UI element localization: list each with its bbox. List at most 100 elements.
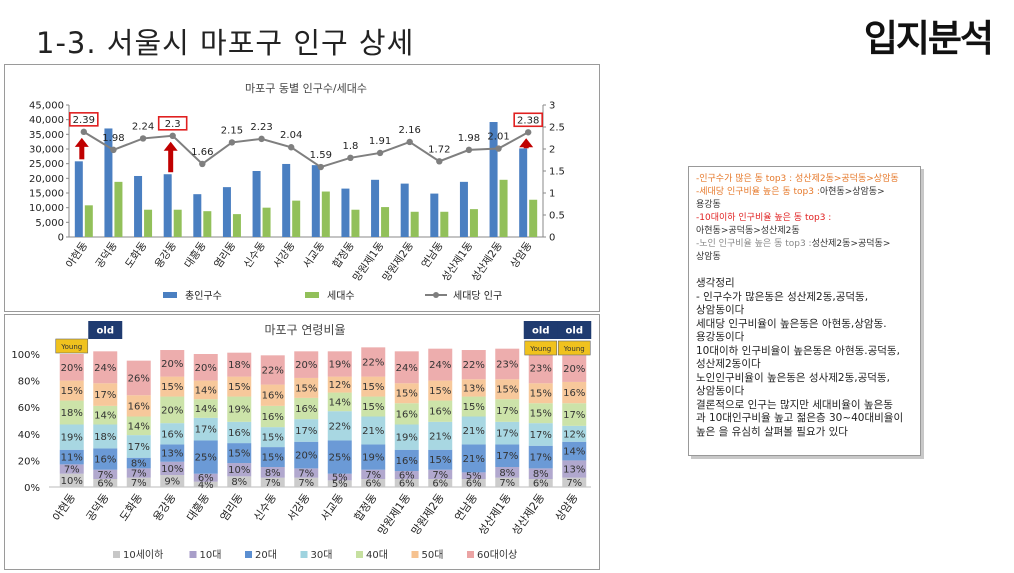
chart2-y-tick-label: 20% (18, 456, 40, 467)
chart2-segment-label: 7% (499, 478, 515, 489)
chart2-segment-label: 10% (228, 465, 250, 476)
young-badge-label: Young (563, 345, 585, 353)
chart2-segment-label: 16% (228, 428, 250, 439)
chart1-left-tick-label: 5,000 (35, 218, 64, 229)
chart2-segment-label: 15% (396, 389, 418, 400)
old-badge-label: old (566, 326, 583, 337)
chart2-segment-label: 10% (161, 464, 183, 475)
old-badge (523, 321, 558, 339)
chart2-segment (260, 384, 285, 406)
chart1-bar-population (400, 183, 409, 237)
chart1-left-tick-label: 25,000 (29, 159, 64, 170)
note-top3-population: -인구수가 많은 동 top3 : 성산제2동>공덕동>상암동 (696, 174, 899, 184)
chart2-category-label: 서교동 (318, 491, 346, 523)
chart1-point (406, 138, 413, 146)
chart2-segment-label: 19% (329, 359, 351, 370)
chart2-segment-label: 13% (161, 449, 183, 460)
chart1-category-label: 상암동 (508, 240, 535, 271)
chart2-segment-label: 15% (161, 382, 183, 393)
chart2-segment-label: 8% (533, 469, 549, 480)
chart2-segment (428, 469, 453, 480)
chart2-segment-label: 15% (262, 453, 284, 464)
chart2-segment-label: 11% (61, 453, 83, 464)
chart2-segment-label: 6% (399, 479, 415, 490)
chart2-segment-label: 20% (195, 363, 217, 374)
note-top3-old-label: -노인 인구비율 높은 동 top3 : (696, 239, 812, 249)
chart2-segment (59, 380, 84, 401)
chart2-segment (394, 403, 419, 425)
brand-title: 입지분석 (863, 17, 994, 60)
chart2-segment (160, 396, 185, 424)
chart2-segment-label: 15% (362, 402, 384, 413)
chart2-segment (461, 416, 486, 445)
chart1-category-label: 용강동 (153, 240, 180, 271)
chart2-segment-label: 19% (61, 433, 83, 444)
chart2-segment-label: 17% (563, 410, 585, 421)
chart2-segment (93, 351, 118, 384)
summary-line: 상암동이다 (696, 385, 745, 397)
chart1-category-label: 서교동 (301, 240, 328, 271)
chart2-segment-label: 8% (231, 477, 247, 488)
chart1-bar-population (341, 188, 350, 237)
chart2-segment-label: 8% (265, 468, 281, 479)
chart2-segment-label: 15% (61, 386, 83, 397)
chart2-segment (193, 473, 218, 482)
chart2-segment (428, 449, 453, 470)
chart2-legend-swatch (411, 551, 419, 558)
chart1-bar-household (499, 179, 508, 237)
chart2-segment-label: 22% (463, 360, 485, 371)
chart1-bar-household (114, 181, 123, 237)
chart2-segment-label: 15% (530, 409, 552, 420)
chart2-segment-label: 6% (466, 479, 482, 490)
chart2-segment (160, 423, 185, 445)
chart1-bar-population (74, 161, 83, 237)
chart2-segment (495, 477, 520, 487)
chart2-segment (327, 351, 352, 377)
chart2-segment (193, 417, 218, 441)
chart1-data-label: 1.91 (369, 136, 391, 147)
chart2-category-label: 도화동 (117, 491, 145, 523)
chart2-y-tick-label: 80% (18, 377, 40, 388)
chart2-segment-label: 7% (566, 478, 582, 489)
chart2-segment-label: 13% (563, 465, 585, 476)
chart1-point (465, 146, 473, 154)
chart1-bar-population (519, 148, 528, 237)
chart2-segment (193, 354, 218, 381)
chart2-segment-label: 15% (463, 402, 485, 413)
age-chart-svg: 마포구 연령비율0%20%40%60%80%100%10%7%11%19%18%… (11, 321, 592, 561)
chart1-highlight-box (69, 112, 99, 127)
chart1-bar-population (311, 165, 320, 237)
chart2-legend-label: 50대 (422, 549, 444, 561)
chart2-category-label: 성산제1동 (476, 491, 514, 537)
chart2-segment-label: 4% (198, 480, 214, 491)
chart2-category-label: 연남동 (452, 491, 480, 523)
chart2-segment-label: 10% (61, 476, 83, 487)
chart2-segment (260, 477, 285, 487)
note-top3-young-value: 아현동>공덕동>성산제2동 (696, 226, 800, 236)
chart1-data-label: 1.72 (428, 144, 450, 155)
chart2-category-label: 용강동 (151, 491, 179, 523)
chart2-segment (327, 473, 352, 481)
chart1-arrow-shaft (79, 145, 85, 160)
chart2-segment-label: 15% (228, 449, 250, 460)
chart2-segment (160, 444, 185, 462)
chart1-category-label: 합정동 (330, 240, 357, 271)
chart1-title: 마포구 동별 인구수/세대수 (245, 82, 367, 95)
chart2-segment-label: 7% (298, 478, 314, 489)
chart2-legend-swatch (245, 551, 252, 558)
chart1-bar-population (163, 174, 172, 237)
chart2-legend-swatch (300, 551, 308, 558)
chart1-bar-household (144, 209, 153, 237)
chart2-segment-label: 21% (463, 454, 485, 465)
chart2-category-label: 상암동 (553, 491, 581, 523)
chart1-left-tick-label: 10,000 (29, 203, 64, 214)
chart2-segment (327, 392, 352, 412)
population-chart-svg: 마포구 동별 인구수/세대수 0 5,000 10,000 15,000 20,000 25… (29, 82, 565, 302)
chart1-data-label: 2.24 (132, 121, 154, 132)
chart2-segment-label: 13% (463, 383, 485, 394)
chart2-legend-swatch (113, 551, 120, 558)
chart1-right-tick-label: 1 (549, 189, 555, 200)
chart2-segment (294, 397, 319, 420)
chart2-category-label: 아현동 (50, 491, 78, 523)
chart2-segment (160, 475, 185, 487)
